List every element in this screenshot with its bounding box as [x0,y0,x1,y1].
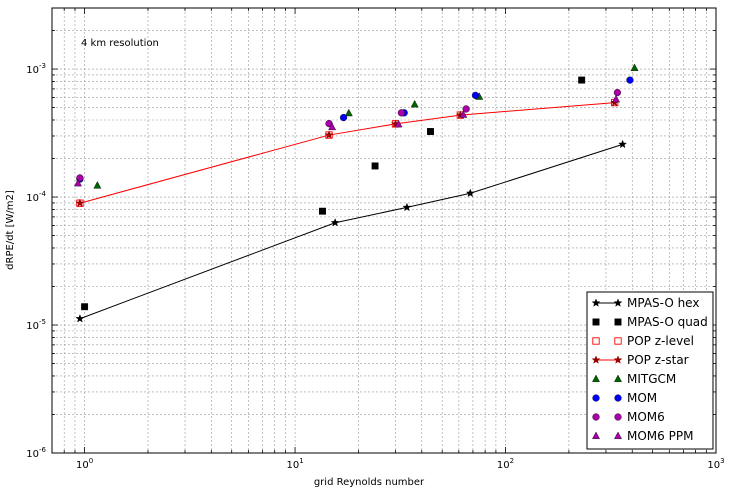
data-point [394,119,403,128]
legend-item: MOM6 [592,410,665,424]
y-tick-label: 10-6 [26,446,46,460]
legend-label: MOM6 [627,410,665,424]
data-point [462,105,470,113]
legend-label: MPAS-O quad [627,315,708,329]
legend-marker [614,413,622,421]
tick-labels: 100 101 102 103 10-6 10-5 10-4 10-3 [26,62,724,471]
data-point [75,314,85,323]
plot-frame [51,7,717,454]
legend-label: POP z-star [627,353,689,367]
legend-item: MOM [592,391,657,405]
legend-marker [614,394,622,402]
data-point [465,188,475,198]
data-point [81,303,89,311]
series-mom6-ppm [74,94,620,187]
data-point [459,110,468,118]
data-point [319,207,326,215]
legend-item: POP z-level [592,334,694,348]
data-point [626,76,634,84]
x-tick-label: 102 [497,457,514,471]
x-tick-label: 100 [76,457,93,471]
data-point [324,130,334,139]
legend-item: MPAS-O hex [591,296,699,310]
legend-marker [592,318,600,326]
data-point [344,108,353,117]
legend-marker [592,394,600,402]
legend-label: POP z-level [627,334,694,348]
data-point [75,198,85,208]
data-point [612,94,620,103]
legend-marker [614,374,622,382]
series-mpas-o-quad [81,76,586,311]
y-axis-label: dRPE/dt [W/m2] [5,190,16,270]
data-point [630,63,639,71]
data-point [74,178,82,187]
x-tick-label: 101 [286,457,303,471]
legend: MPAS-O hex MPAS-O quad POP z-level POP z-st… [586,291,714,450]
x-tick-label: 103 [707,457,724,471]
y-tick-label: 10-3 [26,62,46,76]
legend-label: MOM [627,391,657,405]
legend-label: MOM6 PPM [627,429,693,443]
legend-marker [614,337,622,345]
legend-item: POP z-star [591,353,689,367]
data-point [397,109,405,117]
data-point [371,162,379,170]
data-point [402,202,412,212]
data-point [330,218,340,227]
plot-area [74,63,639,323]
legend-box [586,291,714,450]
y-tick-label: 10-4 [26,190,46,204]
legend-marker [592,413,600,421]
axis-ticks [51,7,717,454]
legend-item: MPAS-O quad [592,315,708,329]
legend-marker [592,374,600,382]
series-mpas-o-hex [75,139,628,323]
legend-label: MPAS-O hex [627,296,699,310]
legend-marker [613,355,623,364]
legend-label: MITGCM [627,372,676,386]
legend-marker [613,298,623,307]
data-point [427,128,434,135]
data-point [613,88,621,97]
data-point [578,76,586,84]
legend-marker [592,337,600,345]
data-point [93,181,102,189]
data-point [410,99,419,108]
legend-marker [614,318,622,326]
legend-item: MOM6 PPM [592,429,693,443]
data-point [339,113,348,122]
legend-marker [614,431,622,439]
legend-marker [591,298,601,307]
legend-marker [591,355,601,364]
y-tick-label: 10-5 [26,318,46,332]
data-point [328,122,337,131]
x-axis-label: grid Reynolds number [314,477,425,488]
data-point [618,139,628,149]
legend-item: MITGCM [592,372,676,386]
data-point [471,91,480,99]
legend-marker [592,431,600,439]
chart-annotation: 4 km resolution [81,38,159,49]
